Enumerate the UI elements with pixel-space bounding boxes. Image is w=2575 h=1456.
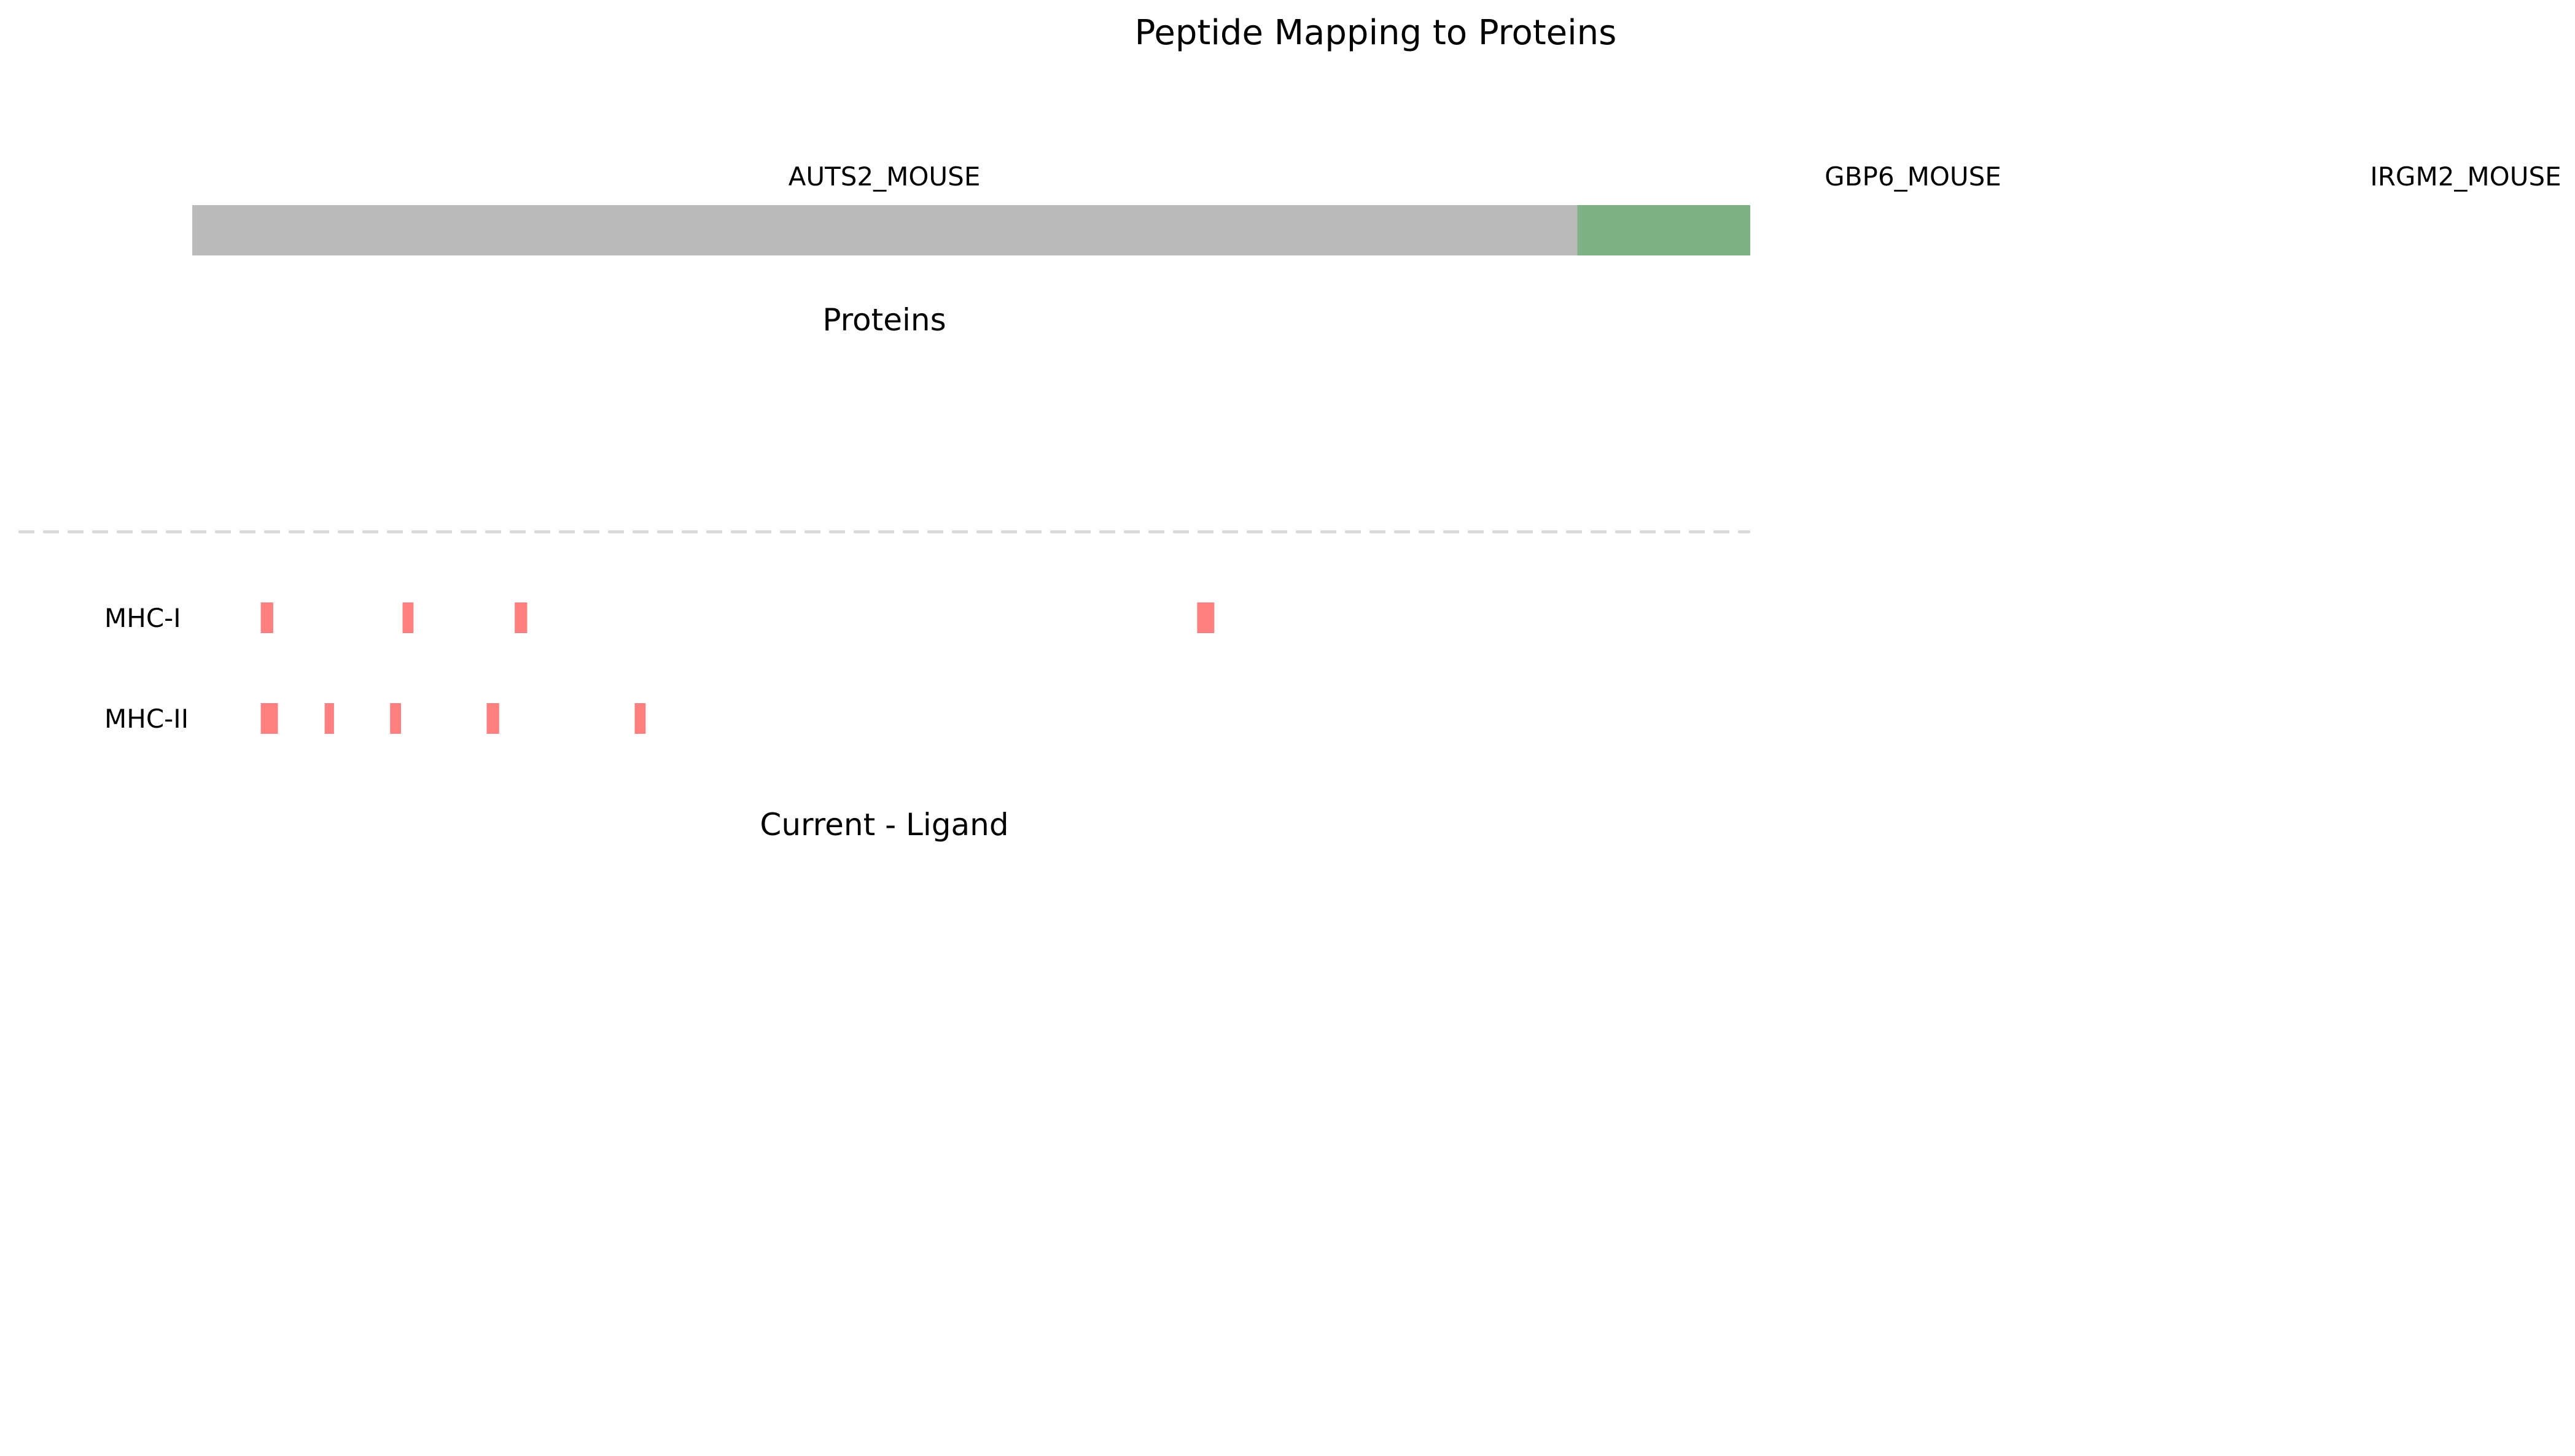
chart-title: Peptide Mapping to Proteins [1135, 13, 1617, 53]
peptide-mark-mhc-ii-3 [486, 703, 499, 734]
protein-bar-segment-auts2_mouse-1 [1577, 205, 1750, 255]
peptide-mark-mhc-i-0 [260, 602, 273, 633]
protein-bar-segment-auts2_mouse-0 [192, 205, 1578, 255]
ligand-section-title: Current - Ligand [760, 807, 1008, 843]
peptide-mark-mhc-ii-0 [260, 703, 278, 734]
protein-bars [192, 205, 1750, 255]
peptide-mark-mhc-i-2 [515, 602, 528, 633]
protein-labels: AUTS2_MOUSE GBP6_MOUSE IRGM2_MOUSE [789, 162, 2561, 192]
ligand-rows: MHC-I MHC-II [104, 602, 1215, 734]
peptide-mark-mhc-i-3 [1197, 602, 1215, 633]
protein-label-irgm2_mouse: IRGM2_MOUSE [2370, 162, 2561, 192]
proteins-section-title: Proteins [822, 302, 946, 338]
ligand-row-label-mhc-ii: MHC-II [104, 704, 189, 734]
peptide-mark-mhc-ii-2 [390, 703, 401, 734]
ligand-row-label-mhc-i: MHC-I [104, 603, 181, 633]
protein-label-auts2_mouse: AUTS2_MOUSE [789, 162, 981, 192]
protein-label-gbp6_mouse: GBP6_MOUSE [1825, 162, 2001, 192]
peptide-mark-mhc-ii-4 [634, 703, 646, 734]
peptide-mark-mhc-ii-1 [324, 703, 334, 734]
peptide-mark-mhc-i-1 [402, 602, 414, 633]
ligand-row-mhc-i: MHC-I [104, 602, 1215, 633]
ligand-row-mhc-ii: MHC-II [104, 703, 646, 734]
